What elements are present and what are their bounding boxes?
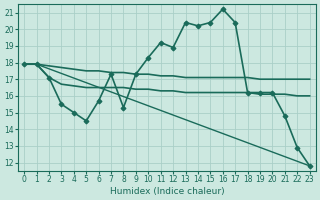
X-axis label: Humidex (Indice chaleur): Humidex (Indice chaleur) — [109, 187, 224, 196]
